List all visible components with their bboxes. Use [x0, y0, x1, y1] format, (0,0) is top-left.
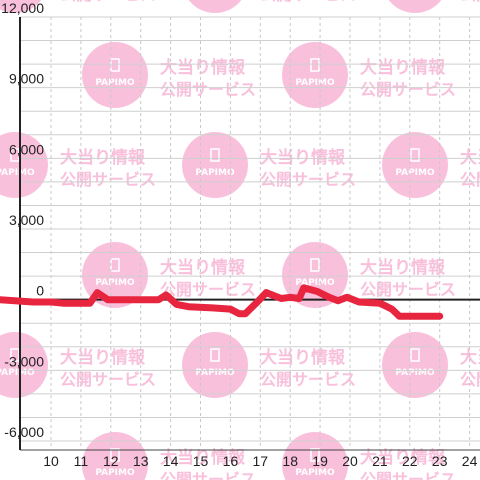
watermark-title: 大当り情報 — [160, 447, 246, 468]
x-tick-label: 21 — [372, 453, 388, 469]
watermark-logo-text: PAPIMO — [95, 468, 135, 478]
watermark-logo-icon — [310, 58, 320, 72]
watermark-logo-icon — [110, 448, 120, 462]
watermark-title: 大当り情報 — [60, 147, 146, 168]
watermark-logo-circle — [0, 0, 42, 13]
axis-layer — [19, 17, 480, 451]
watermark-logo-text: PAPIMO — [0, 368, 35, 378]
watermark-subtitle: 公開サービス — [360, 470, 456, 480]
y-tick-label: 6,000 — [9, 141, 44, 157]
watermark-logo-circle — [382, 132, 448, 198]
x-tick-label: 13 — [133, 453, 149, 469]
y-tick-label: 9,000 — [9, 71, 44, 87]
series-line — [0, 284, 444, 320]
watermark-logo-circle — [82, 42, 148, 108]
x-tick-label: 12 — [103, 453, 119, 469]
x-tick-label: 19 — [312, 453, 328, 469]
tick-label-layer: -6,000 -3,000 0 3,000 6,000 9,000 12,000 10 11 12… — [1, 0, 477, 469]
watermark-title: 大当り情報 — [260, 147, 346, 168]
x-tick-label: 18 — [282, 453, 298, 469]
watermark-logo-text: PAPIMO — [295, 468, 335, 478]
watermark-title: 大当り情報 — [160, 57, 246, 78]
watermark-logo-text: PAPIMO — [0, 168, 35, 178]
watermark-subtitle: 公開サービス — [360, 280, 456, 299]
watermark-title: 大当り情報 — [360, 57, 446, 78]
x-tick-label: 15 — [193, 453, 209, 469]
watermark-subtitle: 公開サービス — [260, 370, 356, 389]
watermark-title: 大当り情報 — [260, 347, 346, 368]
watermark-logo-icon — [310, 258, 320, 272]
x-tick-label: 14 — [163, 453, 179, 469]
watermark-logo-text: PAPIMO — [95, 78, 135, 88]
watermark-subtitle: 公開サービス — [60, 170, 156, 189]
watermark-title: 大当り情報 — [60, 347, 146, 368]
watermark-subtitle: 公開サービス — [460, 0, 480, 4]
watermark-logo-circle — [388, 0, 442, 13]
watermark-logo-circle — [382, 332, 448, 398]
watermark-logo-text: PAPIMO — [295, 78, 335, 88]
watermark-subtitle: 公開サービス — [260, 0, 356, 4]
watermark-logo-circle — [182, 132, 248, 198]
x-tick-label: 24 — [462, 453, 478, 469]
watermark-subtitle: 公開サービス — [360, 80, 456, 99]
watermark-logo-text: PAPIMO — [195, 368, 235, 378]
watermark-title: 大当り情報 — [460, 347, 480, 368]
x-tick-label: 10 — [43, 453, 59, 469]
x-tick-label: 23 — [432, 453, 448, 469]
x-tick-label: 22 — [402, 453, 418, 469]
watermark-title: 大当り情報 — [360, 257, 446, 278]
watermark-subtitle: 公開サービス — [260, 170, 356, 189]
x-tick-label: 17 — [253, 453, 269, 469]
watermark-logo-circle — [82, 432, 148, 480]
y-tick-label: 12,000 — [1, 0, 44, 16]
grid-layer — [20, 16, 480, 446]
watermark-logo-text: PAPIMO — [95, 278, 135, 288]
x-tick-label: 11 — [74, 453, 89, 469]
series-layer — [0, 284, 444, 320]
watermark-subtitle: 公開サービス — [60, 0, 156, 4]
x-tick-label: 20 — [342, 453, 358, 469]
watermark-logo-icon — [410, 148, 420, 162]
x-tick-label: 16 — [223, 453, 239, 469]
watermark-logo-circle — [182, 332, 248, 398]
watermark-subtitle: 公開サービス — [160, 80, 256, 99]
watermark-logo-icon — [410, 348, 420, 362]
watermark-logo-icon — [310, 448, 320, 462]
y-tick-label: -6,000 — [4, 424, 44, 440]
watermark-logo-text: PAPIMO — [395, 168, 435, 178]
y-tick-label: -3,000 — [4, 353, 44, 369]
watermark-subtitle: 公開サービス — [160, 470, 256, 480]
watermark-subtitle: 公開サービス — [60, 370, 156, 389]
watermark-logo-circle — [188, 0, 242, 13]
watermark-logo-text: PAPIMO — [395, 368, 435, 378]
watermark-logo-circle — [282, 432, 348, 480]
watermark-title: 大当り情報 — [360, 447, 446, 468]
watermark-logo-text: PAPIMO — [295, 278, 335, 288]
watermark-logo-text: PAPIMO — [195, 168, 235, 178]
watermark-title: 大当り情報 — [160, 257, 246, 278]
y-tick-label: 3,000 — [9, 212, 44, 228]
watermark-logo-icon — [210, 148, 220, 162]
watermark-subtitle: 公開サービス — [160, 280, 256, 299]
y-tick-label: 0 — [36, 283, 44, 299]
watermark-logo-icon — [210, 348, 220, 362]
watermark-logo-circle — [282, 42, 348, 108]
